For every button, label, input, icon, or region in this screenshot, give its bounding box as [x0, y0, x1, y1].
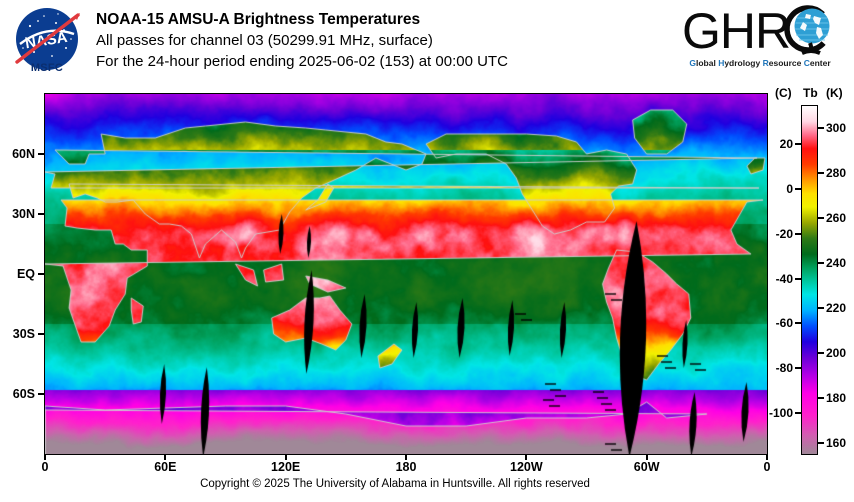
colorbar-celsius-label-1: 0	[786, 181, 793, 196]
colorbar-kelvin-tick-0	[818, 127, 824, 130]
colorbar-variable-header: Tb	[803, 86, 818, 100]
colorbar-celsius-header: (C)	[775, 86, 792, 100]
ghrc-tagline: Global Hydrology Resource Center	[680, 58, 840, 68]
lon-tick-mark-2	[284, 454, 287, 460]
title-block: NOAA-15 AMSU-A Brightness Temperatures A…	[96, 9, 508, 72]
colorbar-kelvin-tick-1	[818, 172, 824, 175]
map-raster	[45, 94, 767, 454]
lat-tick-label-2: EQ	[16, 267, 35, 281]
brightness-temperature-map[interactable]	[44, 93, 768, 455]
colorbar-gradient	[802, 106, 817, 454]
channel-subtitle: All passes for channel 03 (50299.91 MHz,…	[96, 32, 433, 49]
lon-tick-label-3: 180	[395, 460, 417, 474]
lat-tick-label-1: 30N	[12, 207, 35, 221]
colorbar-celsius-label-6: -100	[768, 406, 793, 421]
colorbar-kelvin-tick-7	[818, 441, 824, 444]
colorbar-kelvin-label-2: 260	[826, 211, 847, 226]
colorbar-kelvin-tick-4	[818, 307, 824, 310]
lat-tick-mark-3	[38, 333, 44, 335]
nasa-meatball-icon: NASA	[8, 4, 86, 82]
lat-tick-mark-0	[38, 153, 44, 155]
colorbar-kelvin-label-1: 280	[826, 166, 847, 181]
colorbar-celsius-tick-1	[795, 187, 801, 190]
ghrc-tagline-ydrology: ydrology	[724, 58, 763, 68]
ghrc-wordmark-icon: GHR	[682, 4, 832, 58]
colorbar-celsius-tick-5	[795, 367, 801, 370]
ghrc-logo: GHR Global Hydrology Resource Center	[680, 4, 840, 76]
colorbar-kelvin-header: (K)	[826, 86, 843, 100]
ghrc-tagline-lobal: lobal	[695, 58, 719, 68]
lat-tick-mark-1	[38, 213, 44, 215]
lon-tick-label-2: 120E	[271, 460, 301, 474]
lon-tick-mark-6	[766, 454, 768, 460]
lat-tick-label-0: 60N	[12, 147, 35, 161]
colorbar-celsius-label-5: -80	[775, 361, 793, 376]
lon-tick-mark-5	[645, 454, 648, 460]
colorbar-kelvin-label-6: 180	[826, 390, 847, 405]
colorbar-kelvin-label-4: 220	[826, 301, 847, 316]
colorbar-celsius-label-2: -20	[775, 226, 793, 241]
lat-tick-label-3: 30S	[12, 327, 35, 341]
lon-tick-label-0: 0	[41, 460, 49, 474]
colorbar-celsius-tick-6	[795, 412, 801, 415]
colorbar-celsius-label-0: 20	[779, 136, 793, 151]
lon-tick-label-4: 120W	[510, 460, 543, 474]
lon-tick-mark-4	[525, 454, 528, 460]
colorbar-kelvin-label-5: 200	[826, 345, 847, 360]
ghrc-tagline-esource: esource	[768, 58, 804, 68]
colorbar-celsius-label-4: -60	[775, 316, 793, 331]
ghrc-tagline-enter: enter	[809, 58, 831, 68]
colorbar-kelvin-tick-3	[818, 262, 824, 265]
colorbar[interactable]	[801, 105, 818, 455]
lon-tick-mark-0	[44, 454, 46, 460]
lon-tick-label-6: 0	[763, 460, 771, 474]
lon-tick-label-1: 60E	[154, 460, 177, 474]
colorbar-kelvin-tick-2	[818, 217, 824, 220]
colorbar-kelvin-tick-5	[818, 351, 824, 354]
colorbar-celsius-tick-2	[795, 232, 801, 235]
lat-tick-mark-2	[38, 273, 44, 275]
ghrc-tagline-h: H	[718, 58, 725, 68]
lon-tick-mark-3	[405, 454, 407, 460]
page-title: NOAA-15 AMSU-A Brightness Temperatures	[96, 11, 421, 28]
colorbar-kelvin-label-7: 160	[826, 435, 847, 450]
colorbar-celsius-tick-0	[795, 142, 801, 145]
colorbar-kelvin-tick-6	[818, 396, 824, 399]
colorbar-celsius-label-3: -40	[775, 271, 793, 286]
ghrc-tagline-g: G	[689, 58, 696, 68]
colorbar-celsius-tick-4	[795, 322, 801, 325]
copyright-notice: Copyright © 2025 The University of Alaba…	[200, 478, 590, 490]
colorbar-celsius-tick-3	[795, 277, 801, 280]
colorbar-kelvin-label-3: 240	[826, 256, 847, 271]
lon-tick-mark-1	[164, 454, 167, 460]
period-subtitle: For the 24-hour period ending 2025-06-02…	[96, 53, 508, 70]
nasa-center-label: MSFC	[30, 62, 64, 74]
colorbar-kelvin-label-0: 300	[826, 121, 847, 136]
ghrc-tagline-r: R	[762, 58, 769, 68]
page-header: NASA MSFC NOAA-15 AMSU-A Brightness Temp…	[0, 0, 854, 88]
lat-tick-label-4: 60S	[12, 387, 35, 401]
ghrc-tagline-c: C	[803, 58, 810, 68]
lon-tick-label-5: 60W	[633, 460, 660, 474]
svg-text:GHR: GHR	[682, 4, 790, 58]
lat-tick-mark-4	[38, 393, 44, 395]
